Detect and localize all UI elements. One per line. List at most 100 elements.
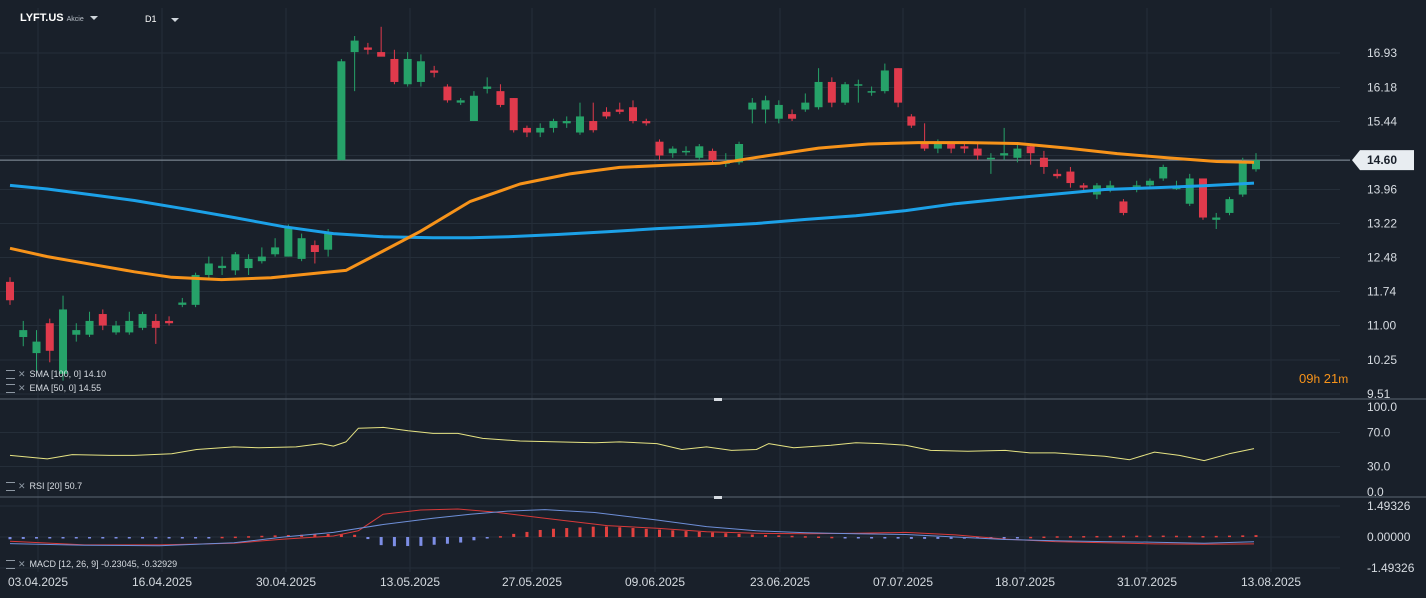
candle-body — [1132, 185, 1141, 187]
close-icon[interactable]: ✕ — [18, 369, 26, 379]
close-icon[interactable]: ✕ — [18, 481, 26, 491]
macd-histogram-bar — [379, 537, 383, 546]
price-tick-label: 12.48 — [1367, 251, 1397, 265]
macd-histogram-bar — [551, 528, 555, 537]
candle-body — [562, 121, 571, 124]
macd-histogram-bar — [1082, 536, 1086, 538]
date-tick-label: 09.06.2025 — [625, 575, 685, 589]
macd-histogram-bar — [870, 537, 874, 539]
macd-histogram-bar — [538, 529, 542, 537]
macd-histogram-bar — [194, 537, 198, 539]
bearish-candle — [310, 240, 319, 264]
macd-histogram-bar — [764, 534, 768, 537]
bullish-candle — [19, 320, 28, 347]
symbol-selector[interactable]: LYFT.US Akcie — [20, 12, 98, 24]
macd-histogram-bar — [1002, 537, 1006, 539]
candle-body — [788, 114, 797, 119]
candle-body — [1119, 201, 1128, 213]
macd-histogram-bar — [392, 537, 396, 547]
macd-histogram-bar — [1254, 535, 1258, 537]
candle-body — [986, 157, 995, 160]
macd-histogram-bar — [671, 530, 675, 537]
candle-body — [1000, 153, 1009, 156]
timeframe-selector[interactable]: D1 — [145, 14, 179, 24]
settings-icon[interactable] — [6, 384, 15, 394]
candle-body — [112, 325, 121, 333]
bearish-candle — [45, 318, 54, 363]
bearish-candle — [1066, 166, 1075, 188]
macd-histogram-bar — [459, 537, 463, 543]
date-tick-label: 31.07.2025 — [1117, 575, 1177, 589]
candle-body — [337, 61, 346, 161]
bullish-candle — [271, 238, 280, 257]
macd-histogram-bar — [88, 537, 92, 539]
candle-body — [390, 58, 399, 82]
candle-body — [536, 127, 545, 133]
rsi-tick-label: 70.0 — [1367, 426, 1391, 440]
ema-indicator-legend[interactable]: ✕ EMA [50, 0] 14.55 — [6, 383, 101, 394]
candle-body — [1238, 162, 1247, 195]
price-tick-label: 15.44 — [1367, 114, 1397, 128]
bearish-candle — [907, 114, 916, 128]
macd-histogram-bar — [724, 533, 728, 537]
sma-100-line — [9, 181, 1255, 240]
rsi-tick-label: 100.0 — [1367, 400, 1397, 414]
macd-histogram-bar — [1095, 535, 1099, 538]
bearish-candle — [642, 118, 651, 126]
candle-body — [231, 254, 240, 271]
bearish-candle — [827, 77, 836, 108]
candle-body — [284, 226, 293, 257]
candle-body — [1198, 178, 1207, 218]
candle-body — [602, 111, 611, 117]
candle-body — [814, 81, 823, 108]
date-tick-label: 03.04.2025 — [8, 575, 68, 589]
bearish-candle — [390, 49, 399, 85]
candle-body — [867, 91, 876, 93]
macd-indicator-legend[interactable]: ✕ MACD [12, 26, 9] -0.23045, -0.32929 — [6, 559, 177, 570]
macd-histogram-bar — [445, 537, 449, 544]
macd-line — [9, 509, 1255, 547]
candle-body — [430, 70, 439, 73]
price-tick-label: 11.74 — [1367, 285, 1396, 299]
instrument-type: Akcie — [66, 16, 84, 23]
macd-histogram-bar — [1042, 536, 1046, 539]
macd-histogram-bar — [578, 527, 582, 537]
settings-icon[interactable] — [6, 370, 15, 380]
macd-histogram-bar — [247, 536, 251, 538]
candle-body — [761, 100, 770, 110]
sma-indicator-legend[interactable]: ✕ SMA [100, 0] 14.10 — [6, 369, 106, 380]
candle-body — [655, 141, 664, 156]
rsi-indicator-legend[interactable]: ✕ RSI [20] 50.7 — [6, 481, 82, 492]
macd-histogram-bar — [777, 535, 781, 537]
macd-histogram-bar — [1121, 535, 1125, 538]
bullish-candle — [72, 323, 81, 342]
bullish-candle — [695, 143, 704, 161]
macd-histogram-bar — [472, 537, 476, 541]
macd-label: MACD [12, 26, 9] -0.23045, -0.32929 — [29, 559, 178, 569]
macd-histogram-bar — [856, 537, 860, 539]
macd-histogram-bar — [485, 537, 489, 539]
bullish-candle — [1145, 178, 1154, 188]
close-icon[interactable]: ✕ — [18, 559, 26, 569]
settings-icon[interactable] — [6, 482, 15, 492]
bullish-candle — [814, 68, 823, 110]
macd-histogram-bar — [658, 529, 662, 537]
close-icon[interactable]: ✕ — [18, 383, 26, 393]
chevron-down-icon — [89, 16, 98, 21]
macd-histogram-bar — [432, 537, 436, 545]
current-price-label: 14.60 — [1367, 153, 1397, 167]
bullish-candle — [138, 311, 147, 331]
settings-icon[interactable] — [6, 560, 15, 570]
macd-histogram-bar — [565, 528, 569, 537]
macd-histogram-bar — [896, 537, 900, 539]
bearish-candle — [98, 309, 107, 331]
date-tick-label: 30.04.2025 — [256, 575, 316, 589]
candle-body — [1106, 185, 1115, 190]
candle-body — [522, 127, 531, 133]
candle-body — [841, 84, 850, 103]
sma-label: SMA [100, 0] 14.10 — [29, 369, 107, 379]
macd-histogram-bar — [180, 537, 184, 539]
bullish-candle — [85, 311, 94, 338]
macd-histogram-bar — [1227, 535, 1231, 538]
